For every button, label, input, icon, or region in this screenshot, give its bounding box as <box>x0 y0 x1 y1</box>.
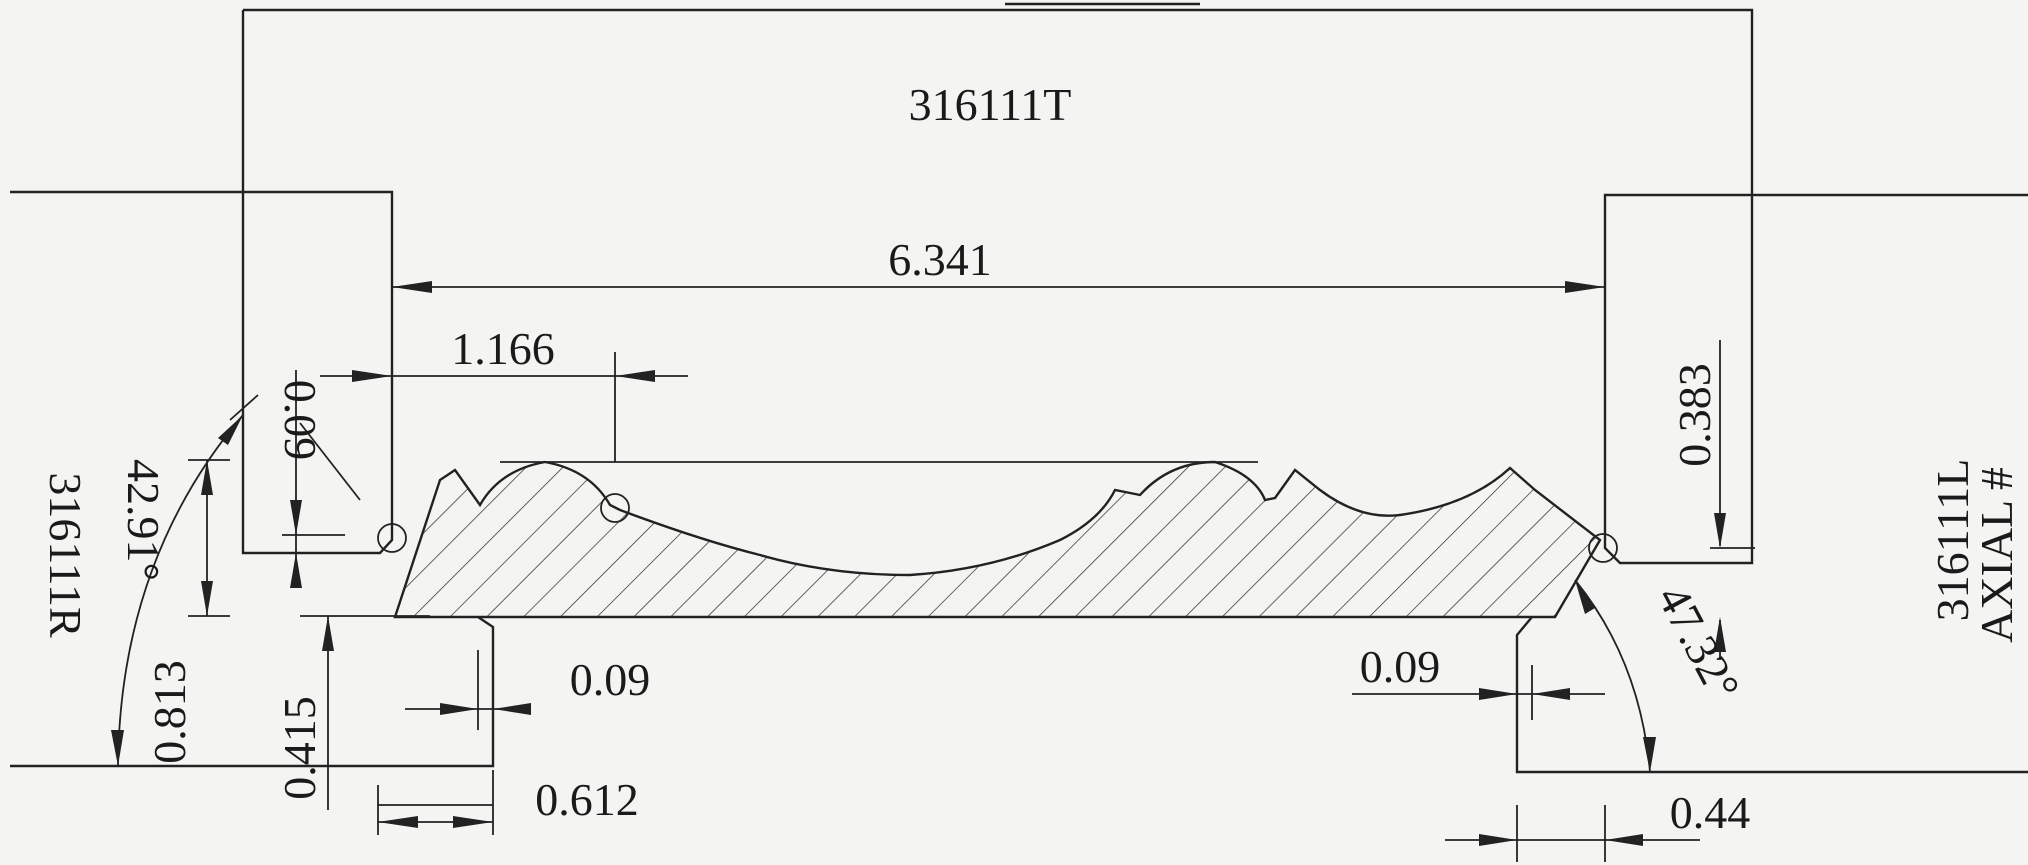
right-height-label: 0.383 <box>1669 363 1720 467</box>
left-height-total-label: 0.813 <box>144 660 195 764</box>
dim-left-height-lower: 0.415 <box>274 615 430 810</box>
dim-left-chamfer-width: 0.09 <box>405 650 650 730</box>
hatched-section <box>377 460 1618 619</box>
overall-width-label: 6.341 <box>888 234 992 285</box>
dim-left-height-total: 0.813 <box>144 459 230 764</box>
top-housing-outline <box>10 2 2028 565</box>
offset-left-label: 1.166 <box>451 323 555 374</box>
right-chamfer-width-label: 0.09 <box>1360 641 1441 692</box>
right-part-label: 316111L <box>1927 459 1978 622</box>
right-base-width-label: 0.44 <box>1670 787 1751 838</box>
dim-right-angle: 47.32° <box>1574 577 1750 773</box>
dim-right-base-width: 0.44 <box>1445 787 1750 862</box>
dim-right-chamfer-width: 0.09 <box>1352 641 1605 720</box>
dim-offset-left: 1.166 <box>320 323 688 462</box>
left-base-width-label: 0.612 <box>535 774 639 825</box>
right-part-labels: 316111L AXIAL # <box>1927 459 2022 643</box>
left-angle-label: 42.91° <box>118 459 169 581</box>
right-axial-label: AXIAL # <box>1971 467 2022 643</box>
dim-overall-width: 6.341 <box>392 234 1605 293</box>
dim-right-height: 0.383 <box>1669 340 1755 660</box>
dim-left-chamfer-height: 0.09 <box>275 370 361 588</box>
dim-left-base-width: 0.612 <box>377 770 639 835</box>
lower-part-outline <box>10 616 2028 774</box>
left-height-lower-label: 0.415 <box>274 696 325 800</box>
dim-left-angle: 42.91° <box>111 394 259 767</box>
left-part-label: 316111R <box>40 472 91 638</box>
right-angle-label: 47.32° <box>1648 577 1750 709</box>
left-chamfer-width-label: 0.09 <box>570 654 651 705</box>
left-chamfer-height-label: 0.09 <box>275 380 326 461</box>
top-part-label: 316111T <box>909 79 1072 130</box>
